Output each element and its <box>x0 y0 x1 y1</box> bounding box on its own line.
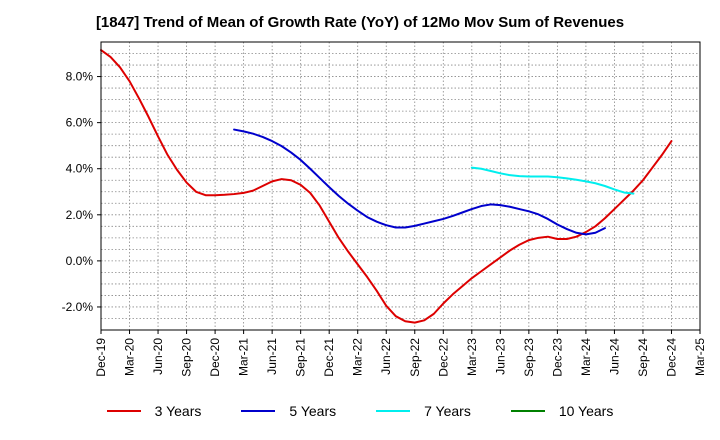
legend-item: 5 Years <box>241 403 336 419</box>
legend-item: 7 Years <box>376 403 471 419</box>
x-tick-label: Dec-20 <box>208 338 222 377</box>
y-tick-label: 8.0% <box>66 70 94 84</box>
y-tick-label: -2.0% <box>62 300 94 314</box>
x-tick-label: Mar-23 <box>465 338 479 376</box>
y-tick-label: 2.0% <box>66 208 94 222</box>
x-tick-label: Sep-22 <box>408 338 422 377</box>
x-tick-label: Jun-23 <box>493 338 507 375</box>
y-tick-label: 6.0% <box>66 116 94 130</box>
x-tick-label: Sep-20 <box>180 338 194 377</box>
x-tick-label: Mar-21 <box>237 338 251 376</box>
x-tick-label: Jun-24 <box>607 338 621 375</box>
x-tick-label: Dec-22 <box>436 338 450 377</box>
legend-label: 7 Years <box>424 403 471 419</box>
legend-label: 5 Years <box>289 403 337 419</box>
x-tick-label: Sep-21 <box>294 338 308 377</box>
legend-label: 10 Years <box>558 403 614 419</box>
x-tick-label: Jun-20 <box>151 338 165 375</box>
y-tick-label: 0.0% <box>66 254 94 268</box>
plot-area <box>101 42 700 330</box>
legend-label: 3 Years <box>154 403 202 419</box>
series-line-3-years <box>100 49 673 324</box>
chart-legend: 3 Years 5 Years 7 Years 10 Years <box>0 403 720 419</box>
x-tick-label: Mar-22 <box>351 338 365 376</box>
legend-item: 3 Years <box>106 403 202 419</box>
legend-swatch <box>106 410 141 412</box>
x-tick-label: Mar-25 <box>693 338 707 376</box>
x-tick-label: Dec-24 <box>664 338 678 377</box>
x-tick-label: Jun-21 <box>265 338 279 375</box>
x-tick-label: Mar-24 <box>579 338 593 376</box>
legend-item: 10 Years <box>510 403 614 419</box>
legend-swatch <box>376 410 411 412</box>
chart-title: [1847] Trend of Mean of Growth Rate (YoY… <box>95 14 625 31</box>
series-line-7-years <box>470 166 635 195</box>
plot-frame <box>100 41 701 331</box>
x-tick-label: Dec-21 <box>322 338 336 377</box>
series-line-5-years <box>233 128 606 236</box>
x-tick-label: Dec-19 <box>94 338 108 377</box>
legend-swatch <box>510 410 545 412</box>
x-tick-label: Sep-23 <box>522 338 536 377</box>
x-tick-label: Jun-22 <box>379 338 393 375</box>
x-tick-label: Sep-24 <box>636 338 650 377</box>
x-tick-label: Dec-23 <box>550 338 564 377</box>
x-tick-label: Mar-20 <box>123 338 137 376</box>
y-tick-label: 4.0% <box>66 162 94 176</box>
legend-swatch <box>241 410 276 412</box>
